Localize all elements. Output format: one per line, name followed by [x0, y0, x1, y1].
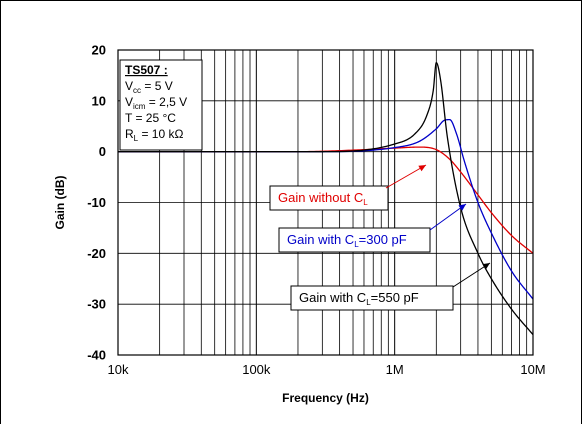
leader-arrowhead [482, 263, 490, 270]
series-label-box [278, 227, 431, 253]
leader-line [385, 164, 427, 189]
leader-arrowhead [458, 204, 466, 211]
series-label: Gain with CL=550 pF [290, 285, 454, 311]
conditions-row: T = 25 °C [125, 111, 176, 125]
conditions-title: TS507 : [125, 63, 168, 77]
x-tick-label: 1M [386, 362, 404, 377]
x-axis-ticks: 10k 100k 1M 10M [108, 362, 546, 377]
y-axis-title: Gain (dB) [53, 176, 67, 230]
series-line [118, 118, 534, 300]
series-label-text: Gain with CL=550 pF [299, 290, 419, 307]
x-tick-label: 100k [242, 362, 271, 377]
series-label-text: Gain without CL [278, 190, 368, 207]
conditions-box-frame [119, 59, 203, 151]
plot-border [117, 49, 534, 356]
y-tick-label: -30 [87, 297, 106, 312]
series-line [118, 62, 534, 336]
conditions-row: Vicm = 2,5 V [125, 95, 187, 111]
series-label: Gain with CL=300 pF [278, 227, 431, 253]
x-axis-title: Frequency (Hz) [282, 391, 369, 405]
x-tick-label: 10k [108, 362, 129, 377]
series-label: Gain without CL [269, 185, 389, 211]
conditions-row: Vcc = 5 V [125, 79, 173, 95]
series-layer [118, 62, 534, 336]
series-label-box [269, 185, 389, 211]
x-tick-label: 10M [520, 362, 545, 377]
series-label-box [290, 285, 454, 311]
y-tick-label: -20 [87, 246, 106, 261]
series-labels: Gain without CL Gain with CL=300 pF Gain w… [269, 164, 491, 311]
y-tick-label: 0 [99, 144, 106, 159]
series-label-text: Gain with CL=300 pF [287, 232, 407, 249]
y-tick-label: -10 [87, 195, 106, 210]
y-axis-ticks: 20 10 0 -10 -20 -30 -40 [87, 43, 106, 363]
conditions-row: RL = 10 kΩ [125, 127, 183, 143]
y-tick-label: 20 [92, 43, 106, 58]
leader-line [452, 262, 491, 288]
leader-arrowhead [418, 165, 426, 172]
y-tick-label: -40 [87, 348, 106, 363]
leader-line [429, 203, 467, 231]
series-line [118, 146, 534, 254]
y-tick-label: 10 [92, 93, 106, 108]
